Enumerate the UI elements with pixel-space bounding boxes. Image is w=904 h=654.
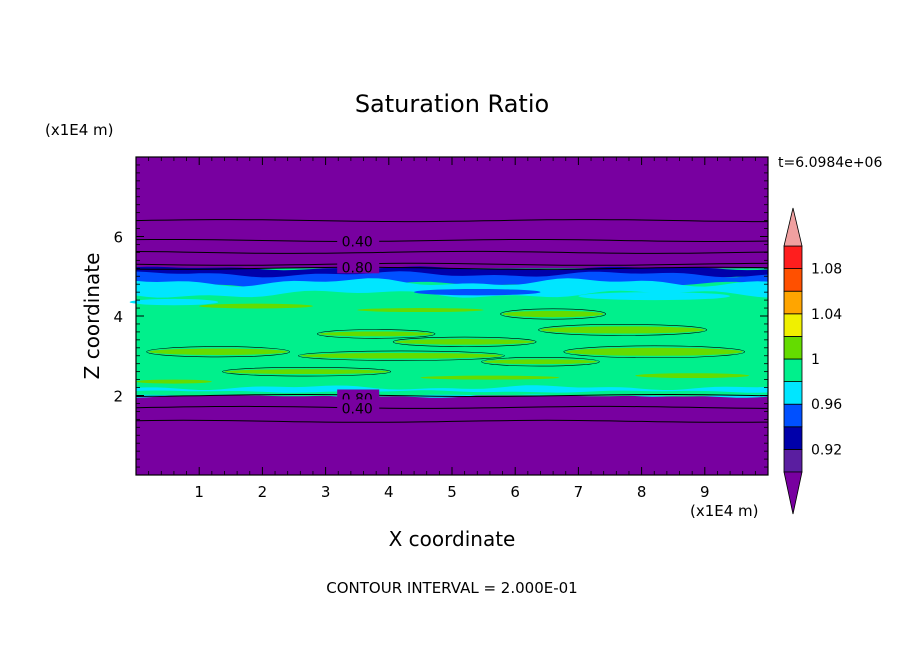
supersat-filament-11 [635,373,750,379]
colorbar-segment-6 [783,313,803,337]
y-axis-label: Z coordinate [80,253,104,380]
x-tick-label-2: 2 [258,483,268,501]
y-tick-label-2: 2 [113,388,123,406]
contour-label-bg-3 [337,399,380,415]
supersat-filament-2 [319,331,434,337]
supersat-filament-7 [483,359,598,365]
contour-label-bg-0 [337,232,380,248]
filament-contour-4 [146,346,290,358]
colorbar-segment-9 [783,245,803,270]
colorbar-over-arrow [783,207,803,247]
x-tick-label-5: 5 [447,483,457,501]
colorbar-tick-label-1: 0.96 [811,397,842,413]
y-units-label: (x1E4 m) [45,121,114,139]
contour-lines [135,219,769,423]
cyan-patch [578,292,731,301]
supersat-filament-10 [136,379,212,384]
colorbar-segment-1 [783,426,803,450]
contour-line-3 [135,262,769,266]
colorbar: 0.92 0.96 1 1.04 1.08 [783,207,842,515]
contour-label-0: 0.40 [342,234,373,250]
contour-line-5 [135,394,769,397]
supersat-filament-9 [420,375,560,380]
y-axis-ticks: 2 4 6 [113,164,768,468]
filament-contour-8 [222,366,392,377]
contour-label-bg-1 [337,258,380,274]
supersat-filament-6 [565,347,743,356]
contour-line-4 [135,266,769,270]
colorbar-segment-0 [783,448,803,473]
x-tick-label-7: 7 [574,483,584,501]
filament-contour-3 [392,336,537,347]
x-tick-label-4: 4 [384,483,394,501]
time-label: t=6.0984e+06 [778,155,882,171]
contour-label-3: 0.40 [342,401,373,417]
x-tick-label-9: 9 [700,483,710,501]
colorbar-under-arrow [783,471,803,515]
filament-contour-2 [316,329,436,339]
supersat-filament-8 [224,369,389,375]
chart-title: Saturation Ratio [355,90,549,118]
x-axis-label: X coordinate [389,527,516,551]
filament-contour-6 [563,345,746,359]
plot-area [129,157,768,475]
cyan-patch-left [129,298,219,306]
filament-contour-5 [298,350,505,361]
colorbar-segment-5 [783,335,803,360]
colorbar-tick-label-4: 1.08 [811,262,842,278]
filament-contour-7 [481,357,600,367]
colorbar-tick-label-0: 0.92 [811,442,842,458]
y-tick-label-6: 6 [113,229,123,247]
supersat-filament-12 [199,303,313,309]
x-tick-label-3: 3 [321,483,331,501]
x-tick-label-8: 8 [637,483,647,501]
y-tick-label-4: 4 [113,308,123,326]
contour-line-7 [135,419,769,423]
x-tick-label-6: 6 [510,483,520,501]
colorbar-segment-2 [783,403,803,428]
contour-line-6 [135,405,769,409]
x-tick-label-1: 1 [194,483,204,501]
contour-labels: 0.400.800.800.40 [337,232,380,417]
contour-line-0 [135,219,768,223]
contour-line-2 [135,250,769,254]
supersat-filament-3 [395,339,535,345]
colorbar-segment-3 [783,381,803,405]
contour-line-1 [135,239,769,242]
colorbar-segment-8 [783,268,803,292]
colorbar-segment-7 [783,290,803,315]
contour-label-1: 0.80 [342,260,373,276]
filament-contour-0 [500,308,606,320]
supersat-filament-4 [148,348,288,355]
colorbar-segment-4 [783,358,803,383]
band-0.98 [136,278,768,298]
colorbar-tick-label-3: 1.04 [811,307,842,323]
supersat-filament-5 [300,352,503,359]
x-units-label: (x1E4 m) [690,502,759,520]
x-axis-ticks: 1 2 3 4 5 6 7 8 9 [148,157,756,501]
colorbar-tick-label-2: 1 [811,352,820,368]
contour-interval-footer: CONTOUR INTERVAL = 2.000E-01 [326,579,577,597]
supersat-filament-13 [357,308,484,313]
blue-patch [414,288,541,296]
filament-contour-1 [538,324,708,336]
supersat-filament-0 [502,310,604,318]
supersat-filament-1 [540,326,705,334]
